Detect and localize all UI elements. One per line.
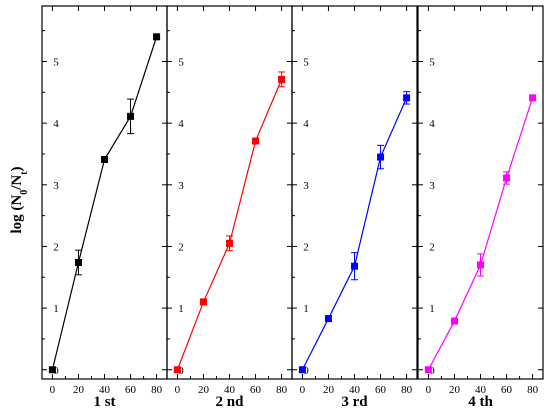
y-tick-label: 5 bbox=[178, 56, 184, 68]
panel-label: 2 nd bbox=[216, 394, 245, 410]
panel-4: 0 20 40 60 80 0 1 2 3 4 5 4 th bbox=[417, 5, 544, 410]
y-tick-label: 0 bbox=[53, 365, 59, 377]
data-point bbox=[173, 366, 181, 374]
y-tick-label: 1 bbox=[429, 303, 435, 315]
y-tick-label: 1 bbox=[53, 303, 59, 315]
x-tick-label: 20 bbox=[198, 384, 210, 396]
data-point bbox=[226, 239, 233, 247]
x-tick-label: 60 bbox=[250, 384, 262, 396]
data-point bbox=[351, 262, 358, 270]
data-point bbox=[529, 94, 537, 102]
series-line bbox=[176, 79, 283, 370]
series-line bbox=[51, 36, 158, 370]
y-tick-label: 4 bbox=[303, 118, 309, 130]
data-point bbox=[278, 75, 286, 83]
x-tick-label: 0 bbox=[175, 384, 181, 396]
x-tick-label: 20 bbox=[323, 384, 335, 396]
x-tick-label: 40 bbox=[349, 384, 361, 396]
y-tick-label: 3 bbox=[53, 180, 59, 192]
x-tick-label: 20 bbox=[449, 384, 461, 396]
y-tick-label: 1 bbox=[178, 303, 184, 315]
x-tick-label: 60 bbox=[375, 384, 387, 396]
data-point bbox=[503, 174, 511, 182]
y-tick-label: 3 bbox=[178, 180, 184, 192]
data-point bbox=[127, 112, 135, 120]
data-point bbox=[101, 156, 108, 164]
panel-3: 0 20 40 60 80 0 1 2 3 4 5 3 rd bbox=[291, 5, 418, 410]
y-tick-label: 0 bbox=[178, 365, 184, 377]
y-axis-label: log (N0/Nt) bbox=[9, 166, 30, 233]
y-tick-label: 5 bbox=[53, 56, 59, 68]
series-line bbox=[427, 97, 534, 371]
x-tick-label: 0 bbox=[50, 384, 56, 396]
y-tick-label: 0 bbox=[303, 365, 309, 377]
data-point bbox=[298, 366, 306, 374]
y-tick-label: 2 bbox=[429, 241, 435, 253]
panel-label: 3 rd bbox=[341, 394, 368, 410]
y-tick-label: 4 bbox=[178, 118, 184, 130]
x-tick-label: 80 bbox=[527, 384, 539, 396]
x-tick-label: 40 bbox=[99, 384, 111, 396]
y-tick-label: 3 bbox=[429, 180, 435, 192]
panel-label: 1 st bbox=[93, 394, 115, 410]
panel-2: 0 20 40 60 80 0 1 2 3 4 5 2 nd bbox=[166, 5, 293, 410]
y-tick-label: 2 bbox=[303, 241, 309, 253]
y-tick-label: 5 bbox=[429, 56, 435, 68]
x-tick-label: 80 bbox=[276, 384, 288, 396]
data-point bbox=[403, 94, 411, 102]
y-tick-label: 4 bbox=[429, 118, 435, 130]
x-tick-label: 0 bbox=[426, 384, 432, 396]
data-point bbox=[377, 153, 385, 161]
x-tick-label: 40 bbox=[475, 384, 487, 396]
x-tick-label: 60 bbox=[501, 384, 513, 396]
x-tick-label: 60 bbox=[125, 384, 137, 396]
data-point bbox=[477, 261, 484, 269]
series-line bbox=[301, 97, 408, 371]
x-tick-label: 80 bbox=[401, 384, 413, 396]
y-tick-label: 1 bbox=[303, 303, 309, 315]
panel-label: 4 th bbox=[468, 394, 493, 410]
y-tick-label: 2 bbox=[178, 241, 184, 253]
panel-frame bbox=[166, 5, 293, 380]
data-point bbox=[324, 315, 332, 323]
x-tick-label: 80 bbox=[151, 384, 163, 396]
x-tick-label: 0 bbox=[300, 384, 306, 396]
data-point bbox=[252, 137, 260, 145]
x-tick-label: 40 bbox=[224, 384, 236, 396]
y-tick-label: 0 bbox=[429, 365, 435, 377]
data-point bbox=[48, 366, 56, 374]
data-point bbox=[199, 298, 207, 306]
data-point bbox=[74, 258, 82, 266]
x-tick-label: 20 bbox=[73, 384, 85, 396]
panel-frame bbox=[291, 5, 418, 380]
data-point bbox=[424, 366, 432, 374]
y-tick-label: 4 bbox=[53, 118, 59, 130]
panel-1: 0 20 40 60 80 0 1 2 3 4 5 1 st bbox=[41, 5, 168, 410]
data-point bbox=[153, 33, 161, 41]
panel-frame bbox=[417, 5, 544, 380]
y-tick-label: 3 bbox=[303, 180, 309, 192]
y-tick-label: 2 bbox=[53, 241, 59, 253]
data-point bbox=[450, 317, 458, 325]
y-tick-label: 5 bbox=[303, 56, 309, 68]
